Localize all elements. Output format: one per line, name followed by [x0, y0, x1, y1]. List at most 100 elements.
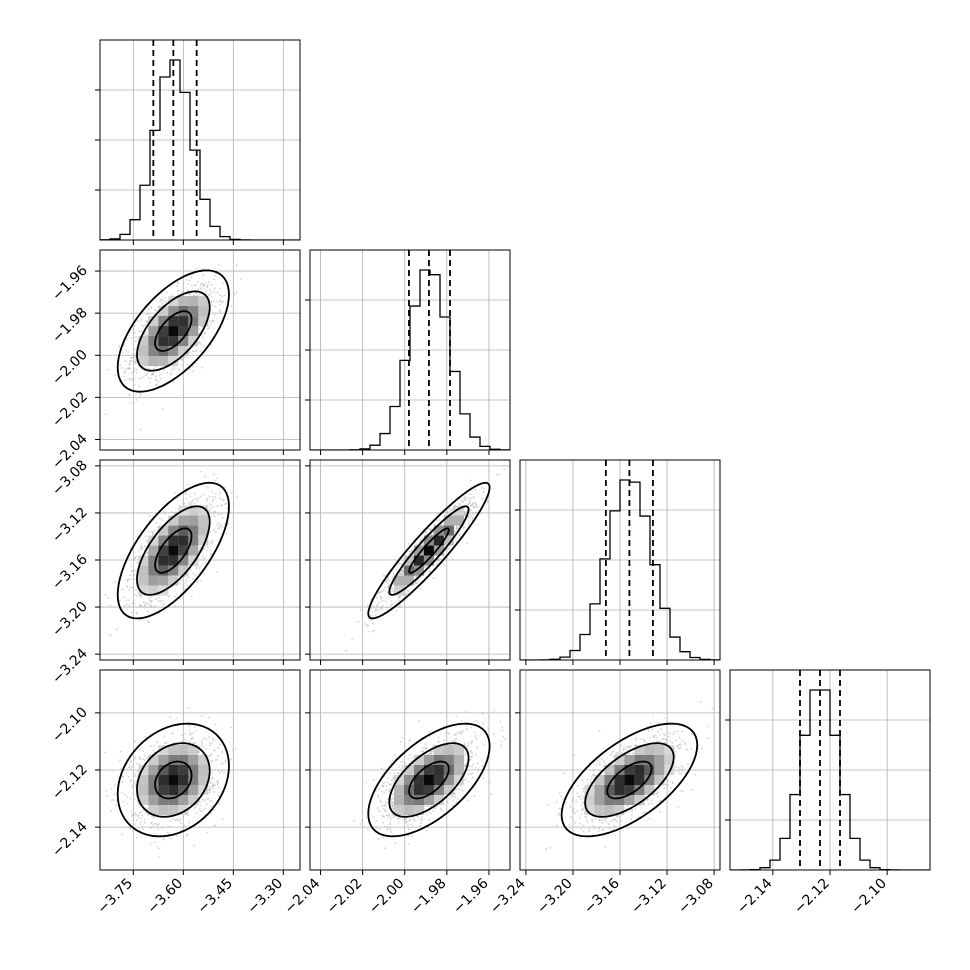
density-cell	[168, 575, 179, 586]
density-cell	[168, 515, 179, 526]
scatter-point	[197, 497, 200, 500]
scatter-point	[142, 828, 145, 831]
scatter-point	[373, 629, 376, 632]
scatter-point	[176, 290, 179, 293]
scatter-point	[210, 283, 213, 286]
scatter-point	[397, 596, 400, 598]
scatter-point	[129, 574, 132, 576]
scatter-point	[147, 620, 150, 623]
scatter-point	[122, 800, 125, 803]
scatter-point	[210, 291, 213, 294]
scatter-point	[180, 592, 183, 594]
scatter-point	[126, 768, 128, 771]
scatter-point	[206, 286, 208, 289]
scatter-point	[394, 601, 397, 604]
scatter-point	[210, 300, 213, 303]
scatter-point	[443, 564, 446, 566]
scatter-point	[453, 504, 456, 507]
scatter-point	[133, 331, 136, 334]
scatter-point	[188, 731, 191, 734]
scatter-point	[239, 278, 242, 280]
scatter-point	[221, 516, 224, 519]
scatter-point	[147, 602, 149, 605]
scatter-point	[441, 562, 444, 565]
scatter-point	[207, 486, 209, 489]
scatter-point	[457, 527, 460, 529]
scatter-point	[399, 572, 402, 575]
scatter-point	[211, 787, 214, 790]
scatter-point	[205, 747, 207, 750]
scatter-point	[194, 284, 197, 287]
scatter-point	[438, 558, 441, 561]
scatter-point	[220, 513, 223, 516]
y-tick-label: −3.12	[49, 504, 91, 546]
scatter-point	[372, 622, 374, 625]
scatter-point	[125, 349, 128, 352]
scatter-point	[451, 558, 454, 561]
density-cell	[433, 545, 444, 556]
scatter-point	[154, 832, 157, 835]
scatter-point	[199, 579, 202, 582]
scatter-point	[203, 573, 206, 576]
density-cell	[423, 535, 434, 546]
scatter-point	[390, 590, 392, 593]
scatter-point	[212, 498, 215, 501]
density-cell	[158, 545, 169, 556]
scatter-point	[155, 384, 158, 386]
scatter-point	[148, 599, 151, 602]
scatter-point	[139, 428, 142, 431]
scatter-point	[175, 285, 178, 288]
density-cell	[158, 535, 169, 546]
scatter-point	[133, 367, 136, 370]
scatter-point	[233, 503, 235, 506]
scatter-point	[227, 522, 230, 525]
scatter-point	[210, 295, 213, 298]
scatter-point	[123, 604, 126, 607]
scatter-point	[390, 600, 393, 603]
scatter-point	[149, 596, 152, 598]
scatter-point	[206, 497, 209, 500]
scatter-point	[145, 601, 147, 604]
scatter-point	[174, 512, 176, 515]
scatter-point	[167, 595, 170, 598]
scatter-point	[472, 496, 475, 498]
scatter-point	[131, 378, 133, 381]
scatter-point	[151, 825, 154, 828]
scatter-point	[207, 281, 210, 284]
density-contour	[116, 269, 230, 393]
scatter-point	[200, 344, 203, 347]
scatter-point	[156, 526, 159, 529]
scatter-point	[181, 740, 183, 742]
scatter-point	[130, 357, 133, 359]
scatter-point	[454, 537, 457, 540]
scatter-point	[149, 604, 152, 607]
scatter-point	[460, 499, 463, 502]
scatter-point	[110, 809, 113, 812]
scatter-point	[174, 595, 176, 598]
scatter-point	[202, 547, 205, 550]
scatter-point	[391, 603, 393, 606]
histogram-line	[310, 269, 510, 450]
scatter-point	[230, 305, 233, 308]
scatter-point	[155, 379, 158, 382]
scatter-point	[401, 559, 404, 562]
scatter-point	[211, 304, 214, 307]
scatter-point	[209, 754, 211, 757]
density-cell	[188, 535, 199, 546]
scatter-point	[87, 377, 89, 379]
scatter-point	[480, 486, 483, 489]
panel-2-0: −3.24−3.20−3.16−3.12−3.08	[49, 457, 301, 687]
scatter-point	[115, 628, 118, 631]
scatter-point	[178, 582, 181, 585]
scatter-point	[189, 569, 192, 572]
scatter-point	[146, 321, 148, 323]
density-cell	[168, 346, 179, 357]
scatter-point	[188, 279, 190, 282]
scatter-point	[139, 823, 142, 826]
scatter-point	[185, 497, 188, 500]
scatter-point	[367, 604, 369, 606]
y-tick-label: −2.00	[49, 347, 91, 389]
scatter-point	[212, 300, 215, 302]
scatter-point	[428, 570, 431, 573]
